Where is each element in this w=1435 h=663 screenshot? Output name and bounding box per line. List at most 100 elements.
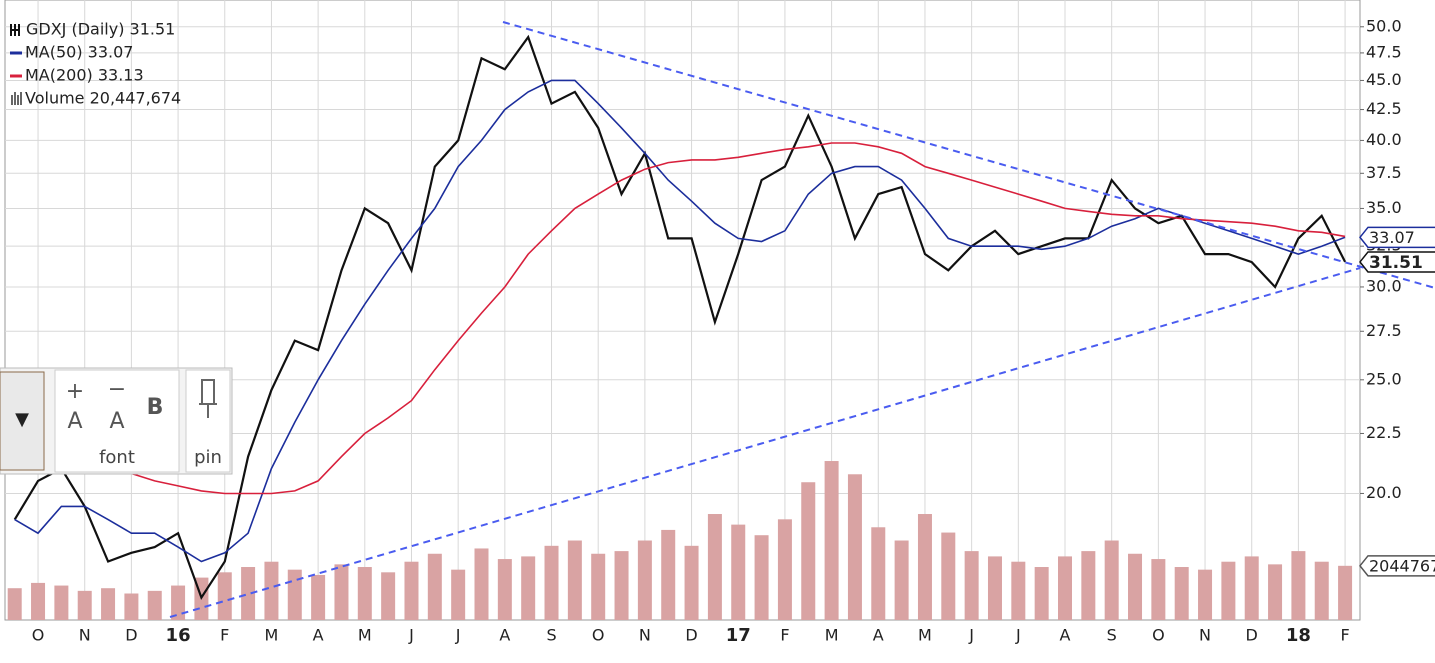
volume-bar — [1151, 559, 1166, 620]
font-increase[interactable]: + — [66, 379, 84, 404]
volume-bar — [591, 553, 606, 620]
volume-bar — [964, 551, 979, 620]
volume-bar — [871, 527, 886, 620]
volume-bar — [1338, 565, 1353, 620]
volume-bar — [1011, 561, 1026, 620]
legend: GDXJ (Daily) 31.51 MA(50) 33.07 MA(200) 33… — [10, 20, 181, 108]
series-line — [13, 34, 1347, 601]
x-tick-label: A — [313, 626, 324, 645]
volume-bar — [801, 482, 816, 620]
y-tick-label: 27.5 — [1366, 321, 1402, 340]
y-tick-label: 47.5 — [1366, 42, 1402, 61]
volume-bar — [941, 532, 956, 620]
x-tick-label: J — [1015, 626, 1021, 645]
font-decrease[interactable]: A — [109, 409, 124, 434]
x-tick-label: O — [32, 626, 45, 645]
font-decrease[interactable]: − — [108, 377, 126, 402]
x-tick-label: J — [968, 626, 974, 645]
volume-bar — [427, 553, 442, 620]
volume-bar — [824, 461, 839, 620]
x-tick-label: 16 — [166, 625, 191, 646]
price-tag: 20447674 — [1359, 555, 1435, 577]
legend-label: GDXJ (Daily) 31.51 — [26, 20, 175, 39]
volume-bar — [124, 593, 139, 620]
x-tick-label: J — [408, 626, 414, 645]
legend-icon — [10, 24, 20, 36]
x-tick-label: N — [639, 626, 651, 645]
volume-bar — [707, 514, 722, 620]
x-tick-label: M — [358, 626, 372, 645]
x-tick-label: D — [1246, 626, 1258, 645]
volume-bar — [241, 567, 256, 620]
trend-line — [502, 21, 1435, 289]
menu-button[interactable] — [0, 371, 45, 471]
pin-label[interactable]: pin — [194, 447, 222, 468]
volume-bar — [1198, 569, 1213, 620]
volume-bar — [404, 561, 419, 620]
volume-bar — [1221, 561, 1236, 620]
font-increase[interactable]: A — [67, 409, 82, 434]
pin-icon[interactable] — [199, 379, 217, 418]
x-tick-label: O — [592, 626, 605, 645]
legend-icon — [20, 92, 22, 105]
volume-bar — [1291, 551, 1306, 620]
x-tick-label: M — [825, 626, 839, 645]
volume-bar — [264, 561, 279, 620]
volume-bar — [661, 529, 676, 620]
y-tick-label: 30.0 — [1366, 276, 1402, 295]
legend-label: MA(200) 33.13 — [25, 66, 144, 85]
x-tick-label: M — [265, 626, 279, 645]
series-line — [14, 79, 1346, 563]
price-tag-label: 20447674 — [1369, 556, 1435, 575]
x-tick-label: S — [546, 626, 556, 645]
legend-icon — [14, 92, 16, 105]
price-tag: 31.51 — [1359, 251, 1435, 273]
volume-bar — [637, 540, 652, 620]
volume-bar — [1104, 540, 1119, 620]
volume-bar — [217, 572, 232, 620]
legend-label: MA(50) 33.07 — [25, 43, 133, 62]
volume-bar — [1268, 564, 1283, 620]
volume-bar — [521, 556, 536, 620]
volume-bar — [1081, 551, 1096, 620]
legend-icon — [17, 95, 19, 105]
menu-arrow[interactable]: ▼ — [15, 409, 29, 430]
volume-bar — [567, 540, 582, 620]
volume-bar — [101, 588, 116, 620]
x-tick-label: F — [220, 626, 229, 645]
volume-bar — [31, 582, 46, 620]
price-tag-box — [1359, 555, 1435, 577]
x-tick-label: J — [455, 626, 461, 645]
volume-bar — [987, 556, 1002, 620]
volume-bar — [894, 540, 909, 620]
volume-bar — [544, 545, 559, 620]
y-tick-label: 40.0 — [1366, 130, 1402, 149]
volume-bar — [917, 514, 932, 620]
y-tick-label: 35.0 — [1366, 198, 1402, 217]
x-tick-label: A — [1060, 626, 1071, 645]
volume-bar — [311, 574, 326, 620]
volume-bar — [754, 535, 769, 620]
bold-button[interactable]: B — [147, 395, 164, 420]
pin-group — [185, 369, 231, 473]
x-tick-label: F — [780, 626, 789, 645]
x-tick-label: D — [685, 626, 697, 645]
x-tick-label: S — [1107, 626, 1117, 645]
y-tick-label: 37.5 — [1366, 163, 1402, 182]
grid — [5, 0, 1360, 620]
volume-bar — [334, 564, 349, 620]
volume-layer — [7, 461, 1353, 620]
price-tag: 33.07 — [1359, 226, 1435, 249]
volume-bar — [451, 569, 466, 620]
price-tag-label: 31.51 — [1369, 253, 1423, 273]
volume-bar — [381, 572, 396, 620]
volume-bar — [357, 567, 372, 620]
volume-bar — [7, 588, 22, 620]
volume-bar — [1314, 561, 1329, 620]
volume-bar — [287, 569, 302, 620]
y-tick-label: 25.0 — [1366, 369, 1402, 388]
y-tick-label: 42.5 — [1366, 99, 1402, 118]
trend-line — [169, 267, 1361, 618]
